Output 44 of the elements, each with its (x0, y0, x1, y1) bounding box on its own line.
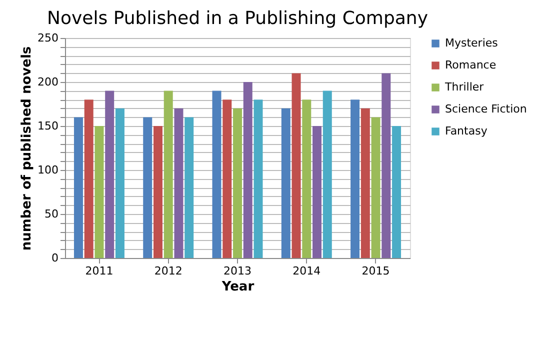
bar (233, 108, 242, 258)
bar (153, 126, 162, 258)
y-tick-label: 200 (38, 76, 58, 88)
bar (243, 82, 252, 258)
bar (350, 100, 360, 258)
y-tick-label: 150 (38, 120, 58, 132)
bar (254, 100, 263, 258)
bar (212, 90, 222, 258)
legend-label: Thriller (444, 80, 484, 94)
y-tick-label: 0 (52, 252, 58, 264)
bar (281, 108, 290, 258)
y-tick-label: 50 (44, 208, 58, 220)
bar (312, 126, 322, 258)
y-tick-label: 250 (38, 32, 58, 44)
bar (382, 73, 391, 258)
bar (360, 108, 370, 258)
x-tick-label: 2013 (224, 264, 252, 278)
x-tick-label: 2012 (154, 264, 182, 278)
bar (302, 100, 312, 258)
x-tick-label: 2015 (362, 264, 390, 278)
bar (74, 117, 83, 258)
y-tick-label: 100 (38, 164, 58, 176)
legend-label: Fantasy (445, 124, 488, 138)
chart-title: Novels Published in a Publishing Company (47, 8, 428, 29)
x-tick-label: 2014 (292, 264, 321, 278)
bar (143, 117, 152, 258)
legend-label: Mysteries (445, 36, 498, 50)
x-tick-label: 2011 (85, 264, 114, 278)
y-axis-title: number of published novels (20, 46, 35, 251)
bar (164, 90, 173, 258)
x-axis-title: Year (220, 280, 255, 294)
bar (184, 117, 194, 258)
bar (115, 108, 124, 258)
bar (84, 100, 94, 258)
bar (174, 108, 184, 258)
bar (105, 90, 114, 258)
legend-label: Romance (445, 58, 496, 72)
bar (222, 100, 232, 258)
bar (292, 73, 301, 258)
bar (94, 126, 104, 258)
bar (371, 117, 380, 258)
legend-label: Science Fiction (445, 102, 527, 116)
bar (392, 126, 402, 258)
bar (322, 90, 332, 258)
